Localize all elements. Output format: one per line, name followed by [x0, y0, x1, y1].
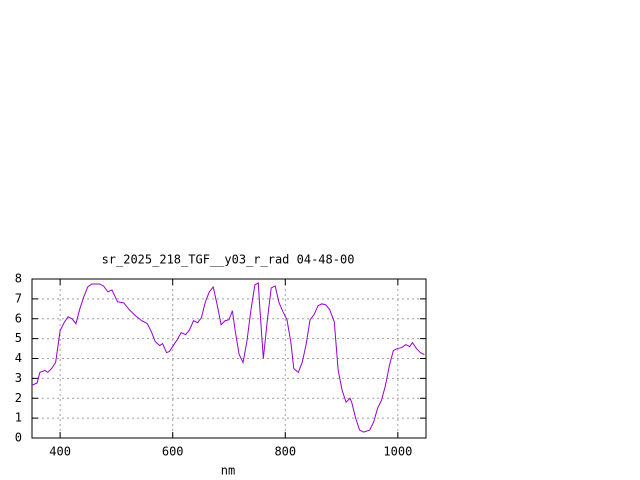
y-tick-label: 2: [15, 391, 22, 405]
y-tick-label: 8: [15, 272, 22, 286]
x-tick-label: 600: [162, 445, 184, 459]
y-tick-label: 3: [15, 371, 22, 385]
x-tick-label: 1000: [383, 445, 412, 459]
y-tick-label: 7: [15, 291, 22, 305]
data-line: [31, 282, 425, 433]
y-tick-label: 4: [15, 351, 22, 365]
x-tick-label: 400: [49, 445, 71, 459]
y-tick-label: 5: [15, 331, 22, 345]
x-axis-label: nm: [221, 464, 235, 478]
plot-frame: [31, 278, 427, 439]
y-tick-label: 0: [15, 431, 22, 445]
y-tick-label: 6: [15, 311, 22, 325]
y-tick-label: 1: [15, 411, 22, 425]
x-tick-label: 800: [274, 445, 296, 459]
chart-title: sr_2025_218_TGF__y03_r_rad 04-48-00: [102, 253, 355, 267]
